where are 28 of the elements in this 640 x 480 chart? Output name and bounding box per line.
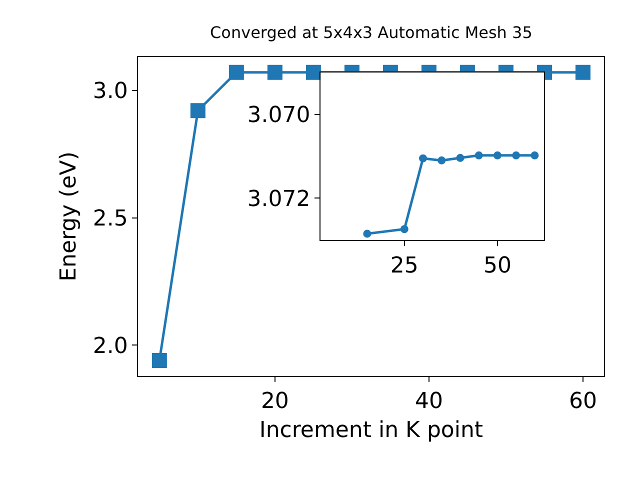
point	[419, 154, 428, 162]
y-tick-label: 2.0	[92, 334, 128, 359]
point	[474, 151, 483, 160]
x-tick-label: 40	[414, 389, 443, 414]
x-axis-title: Increment in K point	[259, 418, 484, 444]
point	[228, 64, 244, 80]
point	[493, 151, 502, 160]
x-tick-label: 25	[390, 253, 418, 278]
y-axis-title: Energy (eV)	[56, 152, 82, 282]
x-tick-label: 20	[260, 389, 289, 414]
point	[400, 225, 408, 234]
x-tick-label: 60	[568, 389, 597, 414]
y-tick-label: 3.070	[247, 103, 310, 128]
point	[306, 64, 321, 80]
y-tick-label: 3.0	[92, 78, 128, 104]
point	[438, 156, 446, 164]
point	[190, 103, 206, 118]
y-tick-label: 3.072	[247, 186, 310, 212]
point	[575, 64, 590, 80]
x-tick-label: 50	[483, 253, 512, 278]
chart-title: Converged at 5x4x3 Automatic Mesh 35	[210, 23, 532, 42]
point	[512, 151, 520, 160]
y-tick-label: 2.5	[92, 206, 128, 232]
point	[267, 64, 282, 80]
point	[152, 353, 167, 368]
point	[363, 230, 372, 238]
point	[456, 154, 464, 162]
point	[530, 151, 539, 160]
